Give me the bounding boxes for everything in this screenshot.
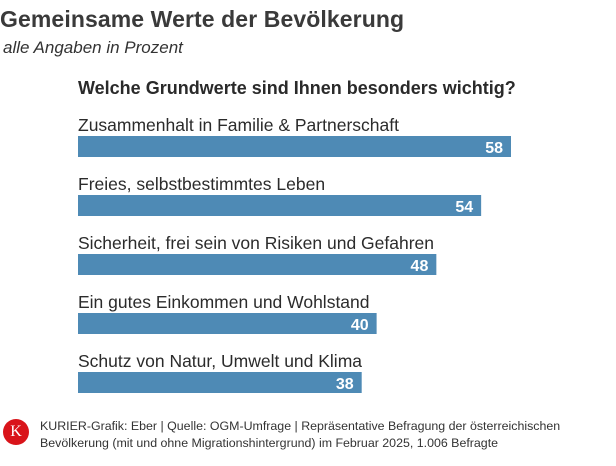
bar [78, 254, 437, 275]
source-note: KURIER-Grafik: Eber | Quelle: OGM-Umfrag… [40, 418, 610, 452]
category-label: Schutz von Natur, Umwelt und Klima [78, 351, 362, 371]
bar-value-label: 38 [336, 376, 354, 393]
kurier-logo-icon: K [3, 419, 29, 445]
bar [78, 195, 482, 216]
bar-value-label: 40 [351, 317, 369, 334]
source-note-line-1: KURIER-Grafik: Eber | Quelle: OGM-Umfrag… [40, 419, 561, 433]
category-label: Zusammenhalt in Familie & Partnerschaft [78, 115, 399, 135]
category-label: Freies, selbstbestimmtes Leben [78, 174, 325, 194]
source-note-line-2: Bevölkerung (mit und ohne Migrationshint… [40, 436, 499, 450]
bar-value-label: 54 [455, 199, 473, 216]
bar [78, 313, 377, 334]
bar-value-label: 58 [485, 140, 503, 157]
category-label: Sicherheit, frei sein von Risiken und Ge… [78, 233, 434, 253]
chart-title: Gemeinsame Werte der Bevölkerung [0, 6, 405, 32]
bar [78, 372, 362, 393]
chart-subtitle: alle Angaben in Prozent [3, 38, 183, 57]
survey-question: Welche Grundwerte sind Ihnen besonders w… [78, 78, 516, 98]
bar [78, 136, 511, 157]
category-label: Ein gutes Einkommen und Wohlstand [78, 292, 370, 312]
bar-value-label: 48 [411, 258, 429, 275]
